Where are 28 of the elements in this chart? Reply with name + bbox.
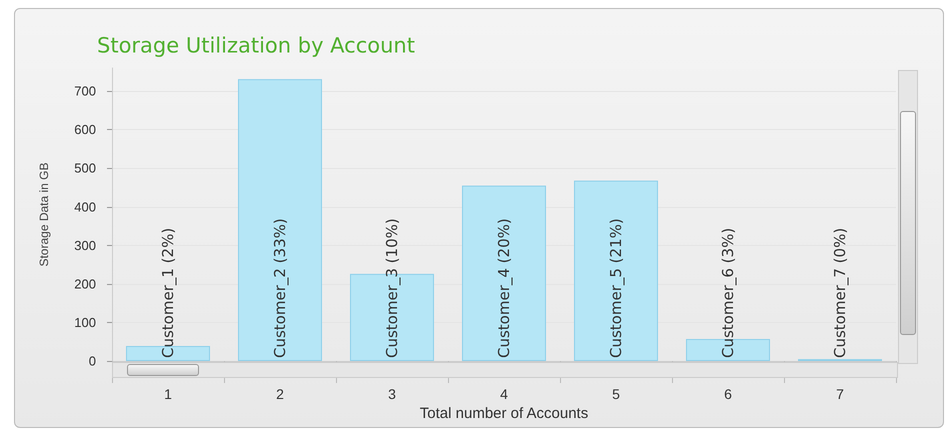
y-tick-label: 600 <box>74 122 96 138</box>
y-tick-label: 400 <box>74 199 96 214</box>
bar <box>462 186 546 361</box>
y-tick-label: 500 <box>74 160 96 176</box>
y-tick-label: 300 <box>74 238 96 253</box>
x-tick-label: 2 <box>276 386 284 402</box>
y-tick-label: 700 <box>74 84 96 99</box>
bar <box>574 180 658 361</box>
annotation: Customer_7 (0%) <box>831 228 849 358</box>
x-tick-label: 7 <box>836 386 844 402</box>
annotation: Customer_3 (10%) <box>383 218 401 358</box>
bar <box>238 79 322 361</box>
chart-title: Storage Utilization by Account <box>97 34 415 58</box>
x-tick-label: 5 <box>612 386 620 402</box>
y-tick-label: 0 <box>88 354 96 368</box>
x-tick-label: 4 <box>500 386 508 402</box>
annotation: Customer_6 (3%) <box>719 228 737 358</box>
annotation: Customer_2 (33%) <box>271 218 289 358</box>
y-axis-title: Storage Data in GB <box>37 162 51 267</box>
annotation: Customer_5 (21%) <box>607 218 625 358</box>
y-tick-label: 200 <box>74 276 96 292</box>
annotation: Customer_4 (20%) <box>495 218 513 358</box>
annotation: Customer_1 (2%) <box>159 228 177 358</box>
x-axis-title: Total number of Accounts <box>420 404 588 422</box>
x-tick-label: 6 <box>724 386 732 402</box>
y-tick-label: 100 <box>74 314 96 330</box>
x-tick-label: 3 <box>388 386 396 402</box>
x-tick-label: 1 <box>164 386 172 402</box>
